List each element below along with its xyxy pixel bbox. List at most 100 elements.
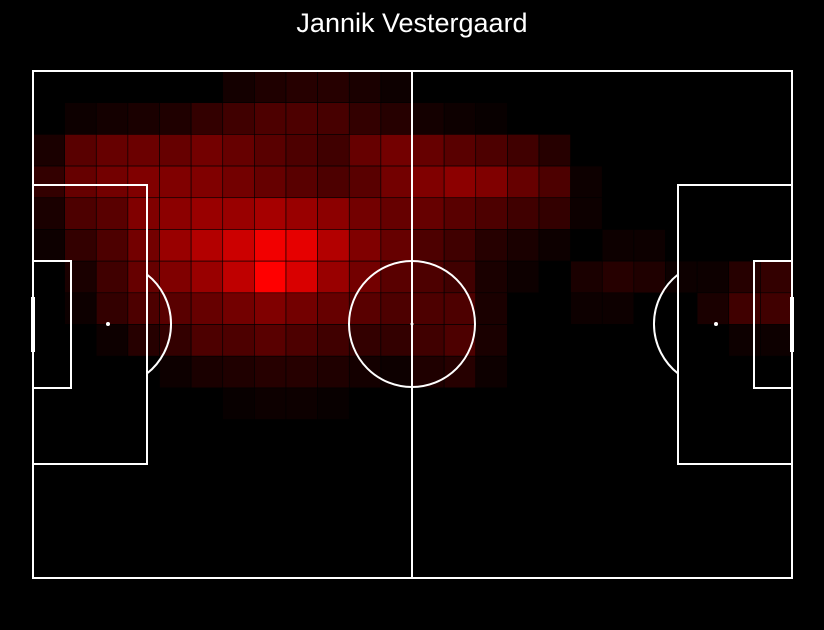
heat-cell — [254, 260, 287, 294]
heat-cell — [665, 260, 698, 294]
heat-cell — [254, 355, 287, 389]
heat-cell — [601, 355, 635, 389]
heat-cell — [222, 514, 255, 547]
heat-cell — [380, 546, 413, 579]
heat-cell — [475, 197, 508, 230]
heat-cell — [507, 355, 540, 389]
heat-cell — [127, 546, 160, 579]
heat-cell — [348, 355, 382, 389]
heat-cell — [32, 70, 65, 103]
heat-cell — [443, 260, 477, 294]
heat-cell — [570, 165, 603, 199]
heat-cell — [159, 450, 192, 484]
heat-cell — [696, 102, 730, 135]
penalty-arc — [146, 273, 173, 375]
heat-cell — [32, 102, 65, 135]
heat-cell — [728, 134, 761, 167]
heat-cell — [728, 324, 761, 357]
chart-title: Jannik Vestergaard — [296, 8, 527, 38]
heat-cell — [475, 450, 508, 484]
heat-cell — [412, 324, 445, 357]
heat-cell — [95, 134, 129, 167]
heat-cell — [601, 229, 635, 262]
heat-cell — [760, 292, 793, 325]
heat-cell — [696, 514, 730, 547]
heat-cell — [159, 260, 192, 294]
heat-cell — [665, 197, 698, 230]
heat-cell — [538, 102, 571, 135]
heat-cell — [601, 165, 635, 199]
heat-cell — [127, 514, 160, 547]
heat-cell — [380, 134, 413, 167]
heat-cell — [696, 292, 730, 325]
heat-cell — [127, 70, 160, 103]
heat-cell — [696, 165, 730, 199]
heat-cell — [222, 546, 255, 579]
heat-cell — [380, 324, 413, 357]
heat-cell — [64, 514, 97, 547]
heat-cell — [317, 292, 350, 325]
heatmap — [32, 70, 793, 579]
heat-cell — [601, 387, 635, 420]
heat-cell — [380, 197, 413, 230]
heat-cell — [665, 292, 698, 325]
heat-cell — [380, 165, 413, 199]
heat-cell — [570, 450, 603, 484]
heat-cell — [159, 165, 192, 199]
heat-cell — [696, 355, 730, 389]
heat-cell — [412, 450, 445, 484]
heat-cell — [696, 450, 730, 484]
heat-cell — [159, 546, 192, 579]
heat-cell — [95, 260, 129, 294]
heat-cell — [696, 197, 730, 230]
heat-cell — [317, 70, 350, 103]
heat-cell — [317, 482, 350, 515]
heat-cell — [254, 229, 287, 262]
heat-cell — [507, 482, 540, 515]
heat-cell — [95, 546, 129, 579]
heat-cell — [570, 134, 603, 167]
heat-cell — [443, 70, 477, 103]
heat-cell — [665, 70, 698, 103]
heat-cell — [348, 70, 382, 103]
heat-cell — [348, 387, 382, 420]
penalty-arc — [652, 273, 679, 375]
heat-cell — [32, 165, 65, 199]
heat-cell — [538, 355, 571, 389]
heat-cell — [443, 324, 477, 357]
heat-cell — [538, 229, 571, 262]
heat-cell — [190, 292, 224, 325]
heat-cell — [95, 355, 129, 389]
heat-cell — [507, 102, 540, 135]
heat-cell — [412, 514, 445, 547]
heat-cell — [190, 260, 224, 294]
heat-cell — [254, 165, 287, 199]
heat-cell — [507, 419, 540, 452]
heat-cell — [285, 197, 318, 230]
heat-cell — [95, 102, 129, 135]
heat-cell — [665, 387, 698, 420]
heat-cell — [412, 260, 445, 294]
heat-cell — [380, 450, 413, 484]
heat-cell — [475, 102, 508, 135]
heat-cell — [601, 450, 635, 484]
heat-cell — [285, 450, 318, 484]
heat-cell — [95, 165, 129, 199]
heat-cell — [127, 134, 160, 167]
heat-cell — [665, 102, 698, 135]
penalty-spot — [714, 322, 718, 326]
heat-cell — [633, 355, 666, 389]
heat-cell — [570, 419, 603, 452]
heat-cell — [538, 387, 571, 420]
heat-cell — [665, 514, 698, 547]
heat-cell — [475, 292, 508, 325]
heat-cell — [570, 514, 603, 547]
heat-cell — [254, 450, 287, 484]
heat-cell — [32, 482, 65, 515]
heat-cell — [159, 482, 192, 515]
heat-cell — [190, 450, 224, 484]
heat-cell — [95, 70, 129, 103]
heat-cell — [728, 260, 761, 294]
heat-cell — [348, 419, 382, 452]
